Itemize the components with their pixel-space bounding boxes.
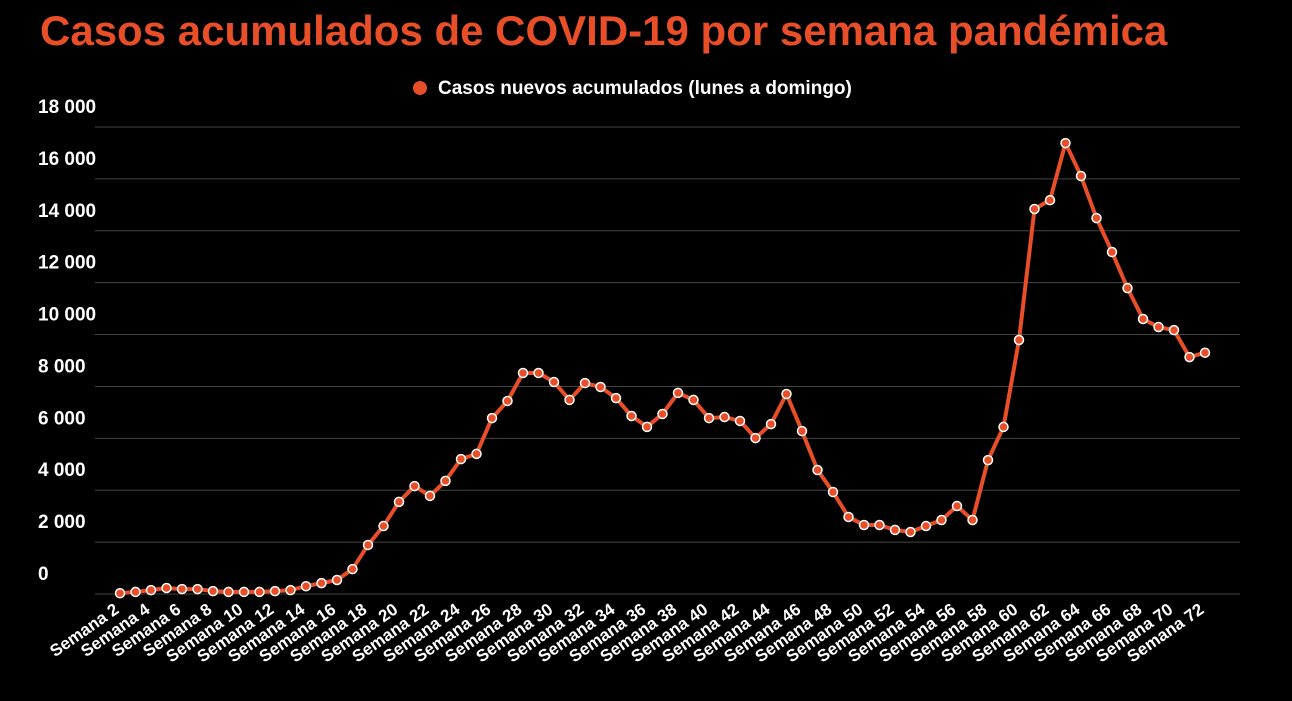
- point: [440, 475, 451, 487]
- point: [1137, 313, 1149, 325]
- y-tick-label: 14 000: [38, 201, 96, 222]
- point: [1168, 324, 1180, 336]
- point: [486, 412, 498, 424]
- legend-label: Casos nuevos acumulados (lunes a domingo…: [438, 78, 852, 99]
- point: [734, 415, 746, 427]
- y-tick-label: 8 000: [38, 356, 86, 377]
- point: [161, 582, 172, 594]
- point: [920, 520, 932, 532]
- point: [858, 519, 870, 531]
- point: [967, 514, 978, 526]
- point: [1184, 351, 1195, 363]
- point: [936, 514, 947, 526]
- point: [145, 584, 157, 596]
- point: [641, 421, 653, 433]
- point: [564, 394, 575, 406]
- point: [502, 395, 513, 407]
- point: [951, 500, 963, 512]
- point: [998, 421, 1009, 433]
- point: [455, 453, 467, 465]
- point: [982, 454, 994, 466]
- point: [750, 432, 761, 444]
- y-tick-label: 2 000: [38, 512, 86, 533]
- point: [269, 585, 281, 597]
- point: [672, 387, 684, 399]
- y-tick-label: 6 000: [38, 408, 86, 429]
- point: [362, 539, 374, 551]
- point: [657, 408, 668, 420]
- point: [1091, 212, 1102, 224]
- point: [827, 486, 839, 498]
- point: [517, 367, 529, 379]
- point: [471, 448, 482, 460]
- legend-marker: [413, 81, 427, 95]
- point: [114, 587, 126, 599]
- point: [331, 574, 343, 586]
- point: [223, 586, 234, 598]
- point: [424, 490, 436, 502]
- point: [1044, 194, 1056, 206]
- y-tick-label: 16 000: [38, 149, 96, 170]
- point: [688, 394, 699, 406]
- point: [843, 511, 854, 523]
- point: [533, 367, 544, 379]
- y-tick-label: 4 000: [38, 460, 86, 481]
- point: [130, 586, 141, 598]
- point: [719, 411, 730, 423]
- point: [595, 381, 606, 393]
- point: [579, 377, 591, 389]
- point: [1153, 321, 1164, 333]
- point: [796, 425, 808, 437]
- point: [254, 586, 265, 598]
- point: [393, 496, 405, 508]
- point: [347, 563, 358, 575]
- y-tick-label: 12 000: [38, 253, 96, 274]
- point: [378, 520, 389, 532]
- point: [285, 584, 296, 596]
- point: [548, 376, 560, 388]
- point: [1075, 170, 1087, 182]
- point: [1060, 137, 1071, 149]
- point: [889, 524, 901, 536]
- point: [781, 388, 792, 400]
- point: [176, 583, 188, 595]
- point: [207, 585, 219, 597]
- point: [703, 412, 715, 424]
- y-tick-label: 18 000: [38, 97, 96, 118]
- point: [765, 418, 777, 430]
- point: [316, 577, 327, 589]
- chart-title: Casos acumulados de COVID-19 por semana …: [40, 7, 1168, 54]
- point: [1106, 246, 1118, 258]
- point: [238, 586, 250, 598]
- y-tick-label: 0: [38, 564, 49, 585]
- point: [409, 480, 420, 492]
- point: [192, 583, 203, 595]
- point: [300, 580, 312, 592]
- y-tick-label: 10 000: [38, 305, 96, 326]
- line: [119, 141, 1206, 596]
- point: [1199, 347, 1211, 358]
- point: [1029, 203, 1040, 215]
- point: [1122, 282, 1133, 294]
- point: [1013, 334, 1025, 346]
- point: [610, 392, 622, 404]
- point: [812, 464, 823, 476]
- point: [626, 410, 637, 422]
- point: [905, 526, 916, 538]
- point: [874, 519, 885, 531]
